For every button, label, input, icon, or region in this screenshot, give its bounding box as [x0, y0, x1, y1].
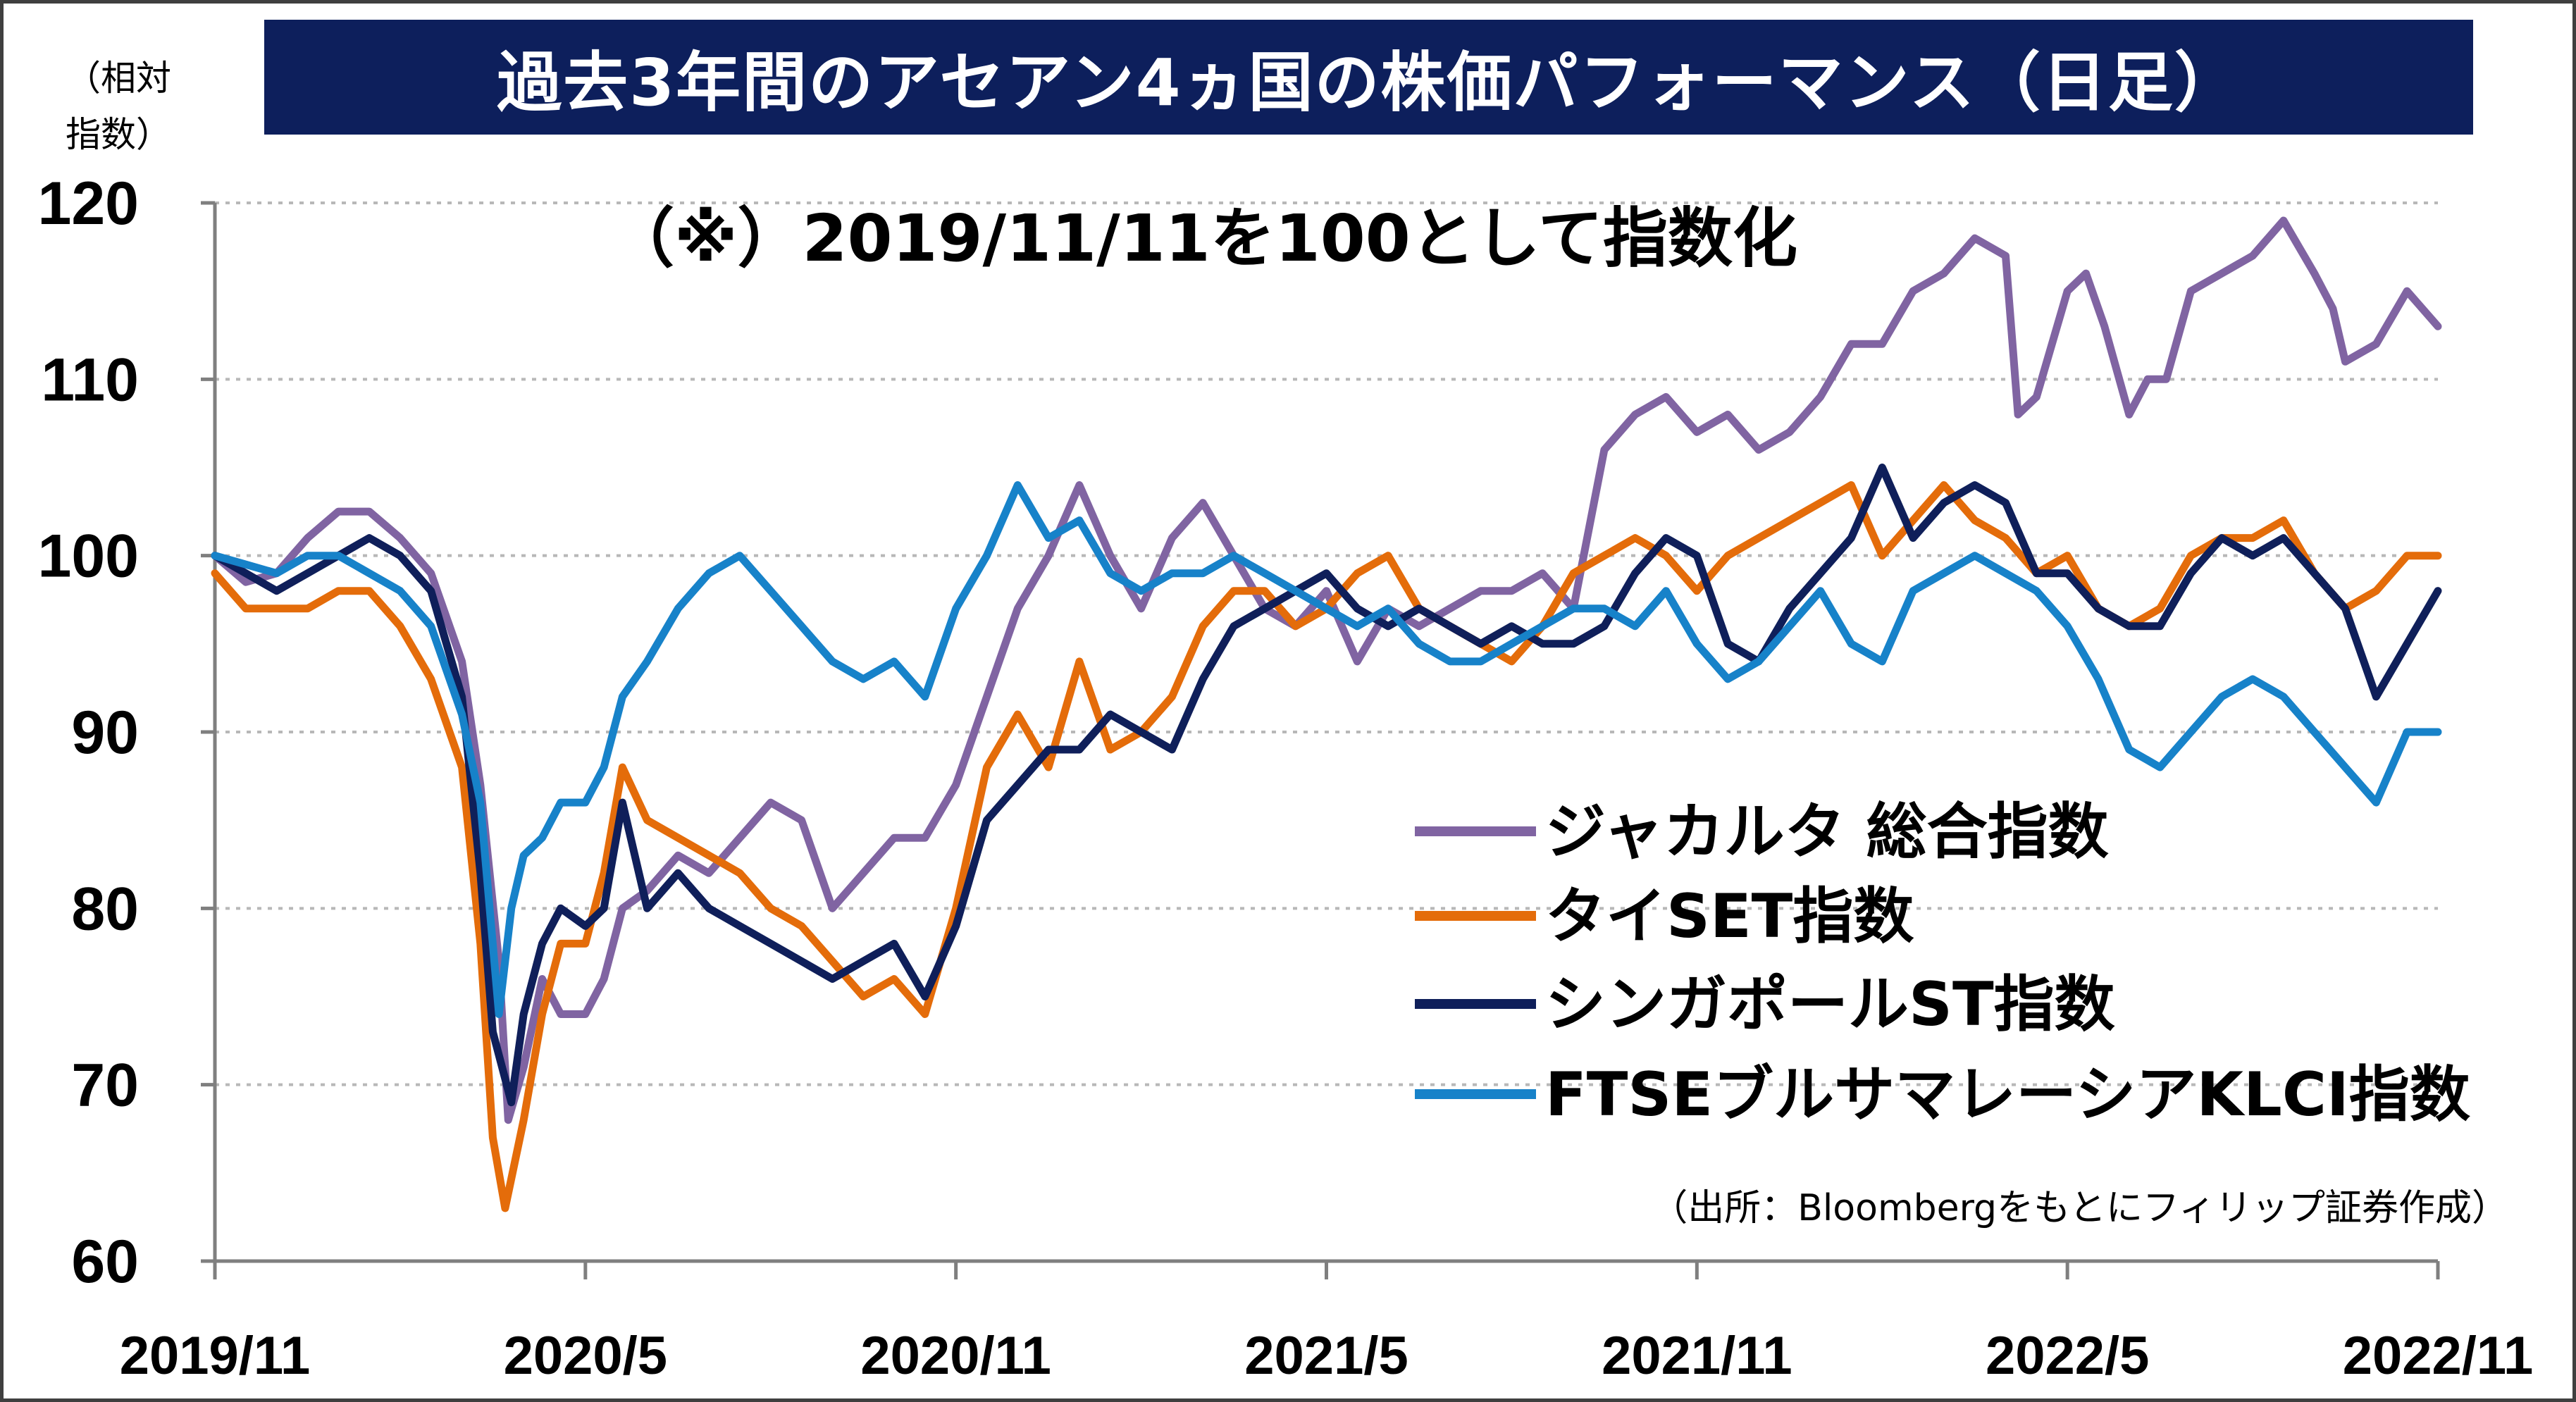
legend-label: シンガポールST指数	[1545, 969, 2115, 1040]
y-axis-unit-label-line-2: 指数）	[66, 114, 171, 155]
legend-label: タイSET指数	[1545, 881, 1914, 952]
x-tick-label: 2020/11	[860, 1326, 1051, 1386]
source-note: （出所：Bloombergをもとにフィリップ証券作成）	[1651, 1187, 2508, 1229]
x-tick-label: 2021/11	[1602, 1326, 1792, 1386]
y-tick-label: 100	[38, 523, 140, 590]
chart-title: 過去3年間のアセアン4ヵ国の株価パフォーマンス（日足）	[264, 20, 2473, 135]
y-tick-label: 90	[71, 699, 139, 767]
series-line-3	[211, 464, 2442, 1107]
legend-label: FTSEブルサマレーシアKLCI指数	[1545, 1060, 2470, 1130]
x-tick-label: 2022/11	[2343, 1326, 2534, 1386]
x-tick-label: 2019/11	[120, 1326, 311, 1386]
x-tick-label: 2020/5	[504, 1326, 667, 1386]
chart-subtitle-note: （※）2019/11/11を100として指数化	[609, 201, 1797, 276]
y-tick-label: 110	[41, 346, 139, 414]
series-lines	[211, 216, 2442, 1212]
line-chart: 120 110 100 90 80 70 60 2019/11 2020/5 2020/11 202…	[38, 58, 2534, 1386]
y-axis-unit-label-line-1: （相対	[66, 58, 171, 99]
y-tick-label: 70	[71, 1052, 139, 1119]
x-tick-label: 2021/5	[1244, 1326, 1408, 1386]
y-tick-label: 120	[38, 170, 140, 237]
y-tick-label: 80	[71, 875, 139, 943]
legend-label: ジャカルタ 総合指数	[1545, 797, 2109, 867]
x-tick-label: 2022/5	[1986, 1326, 2149, 1386]
series-line-4	[211, 481, 2442, 1018]
y-tick-label: 60	[71, 1228, 139, 1296]
axes: 120 110 100 90 80 70 60 2019/11 2020/5 2020/11 202…	[38, 170, 2534, 1386]
series-line-2	[211, 481, 2442, 1212]
